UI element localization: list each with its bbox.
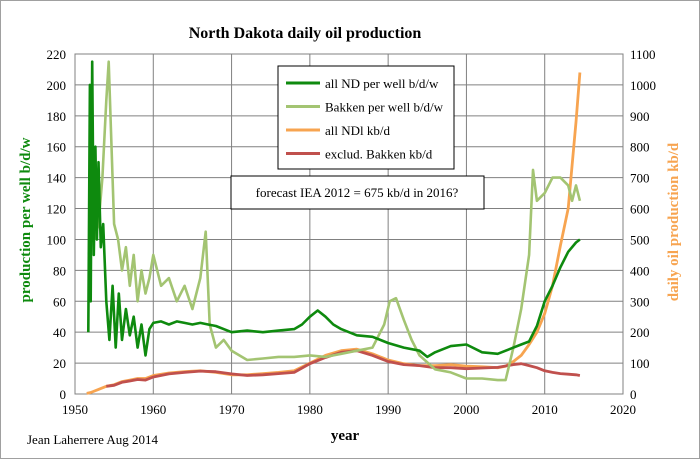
legend: all ND per well b/d/w Bakken per well b/d…	[277, 65, 455, 170]
legend-label: exclud. Bakken kb/d	[325, 147, 433, 162]
x-axis-ticks: 1950 1960 1970 1980 1990 2000 2010 2020	[62, 402, 636, 417]
credit-text: Jean Laherrere Aug 2014	[27, 432, 159, 447]
left-axis-ticks: 0 20 40 60 80 100 120 140 160 180 200 220	[47, 47, 67, 402]
annotation-box: forecast IEA 2012 = 675 kb/d in 2016?	[230, 175, 485, 210]
x-tick-label: 1950	[62, 402, 88, 417]
right-tick-label: 500	[630, 232, 650, 247]
x-tick-label: 1970	[219, 402, 245, 417]
legend-label: all NDl kb/d	[325, 123, 390, 138]
x-tick-label: 2000	[453, 402, 479, 417]
left-tick-label: 100	[47, 232, 67, 247]
annotation-border	[230, 175, 485, 210]
annotation-text: forecast IEA 2012 = 675 kb/d in 2016?	[256, 185, 459, 200]
left-tick-label: 80	[53, 263, 66, 278]
all-nd-per-well-line	[87, 60, 581, 359]
x-tick-label: 1990	[375, 402, 401, 417]
x-axis-title: year	[331, 428, 360, 444]
right-tick-label: 100	[630, 356, 650, 371]
right-axis-ticks: 0 100 200 300 400 500 600 700 800 900 1000 1100	[630, 47, 656, 402]
left-tick-label: 220	[47, 47, 67, 62]
right-tick-label: 1100	[630, 47, 656, 62]
right-tick-label: 900	[630, 109, 650, 124]
left-tick-label: 20	[53, 356, 66, 371]
x-tick-label: 2010	[532, 402, 558, 417]
chart-title: North Dakota daily oil production	[189, 25, 422, 42]
right-tick-label: 800	[630, 140, 650, 155]
right-tick-label: 0	[630, 387, 637, 402]
series-layer	[86, 60, 582, 395]
legend-label: Bakken per well b/d/w	[325, 100, 444, 115]
right-tick-label: 1000	[630, 78, 656, 93]
left-tick-label: 200	[47, 78, 67, 93]
right-tick-label: 400	[630, 263, 650, 278]
right-tick-label: 600	[630, 202, 650, 217]
left-tick-label: 140	[47, 171, 67, 186]
right-tick-label: 300	[630, 294, 650, 309]
right-axis-title: daily oil production kb/d	[666, 142, 682, 301]
left-tick-label: 60	[53, 294, 66, 309]
left-tick-label: 180	[47, 109, 67, 124]
plot-area-border	[74, 53, 624, 395]
legend-label: all ND per well b/d/w	[325, 76, 439, 91]
left-tick-label: 160	[47, 140, 67, 155]
x-tick-label: 1980	[297, 402, 323, 417]
x-tick-label: 2020	[610, 402, 636, 417]
bakken-per-well-line	[93, 60, 582, 382]
right-tick-label: 200	[630, 325, 650, 340]
right-tick-label: 700	[630, 171, 650, 186]
left-axis-title: production per well b/d/w	[18, 137, 34, 302]
left-tick-label: 0	[60, 387, 67, 402]
left-tick-label: 40	[53, 325, 66, 340]
left-tick-label: 120	[47, 202, 67, 217]
x-tick-label: 1960	[140, 402, 166, 417]
